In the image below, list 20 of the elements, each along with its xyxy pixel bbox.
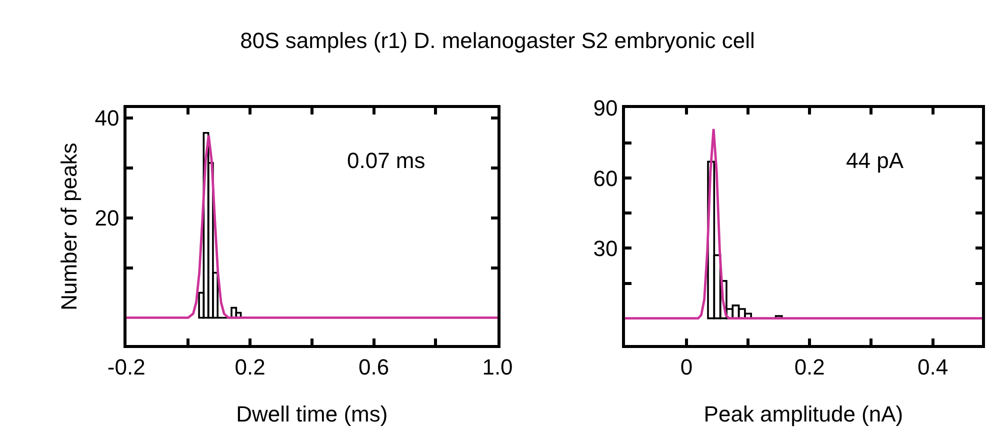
x-tick-label: 1.0 bbox=[482, 354, 513, 380]
x-tick-label: -0.2 bbox=[107, 354, 146, 380]
y-axis-title: Number of peaks bbox=[56, 142, 82, 310]
y-tick-label: 20 bbox=[94, 206, 120, 231]
x-axis-title: Peak amplitude (nA) bbox=[704, 401, 904, 426]
x-tick-label: 0.2 bbox=[234, 354, 266, 380]
y-tick-label: 40 bbox=[94, 106, 120, 131]
x-tick-label: 0.6 bbox=[358, 354, 390, 380]
annotation: 44 pA bbox=[846, 148, 904, 173]
y-tick-label: 90 bbox=[593, 96, 618, 121]
annotation: 0.07 ms bbox=[347, 148, 426, 173]
x-axis-title: Dwell time (ms) bbox=[236, 401, 388, 426]
chart-title: 80S samples (r1) D. melanogaster S2 embryonic cell bbox=[240, 28, 755, 53]
x-tick-label: 0 bbox=[680, 354, 693, 380]
x-tick-label: 0.4 bbox=[918, 354, 948, 380]
y-tick-label: 30 bbox=[593, 236, 618, 261]
x-tick-label: 0.2 bbox=[794, 354, 825, 380]
line-series bbox=[126, 134, 498, 319]
y-tick-label: 60 bbox=[593, 166, 618, 191]
line-series bbox=[624, 128, 982, 320]
